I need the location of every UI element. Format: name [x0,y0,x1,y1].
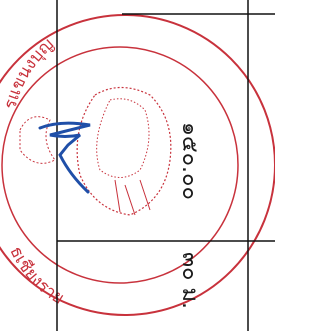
stamp-top-path: รแขนงบุญ [0,34,58,111]
page: รแขนงบุญ ธเชียงราย ๑๕๐.๐๐ ๓๐ ม. (() => {… [0,0,320,331]
amount: ๑๕๐.๐๐ [177,122,202,200]
note: ๓๐ ม. [177,252,202,309]
stamp-top-text: รแขนงบุญ [0,34,58,111]
table-lines [57,0,275,331]
document: รแขนงบุญ ธเชียงราย ๑๕๐.๐๐ ๓๐ ม. [0,0,275,331]
stamp-bottom-text: ธเชียงราย [5,243,67,309]
signature [40,123,90,192]
stamp-bottom-path: ธเชียงราย [5,243,67,309]
